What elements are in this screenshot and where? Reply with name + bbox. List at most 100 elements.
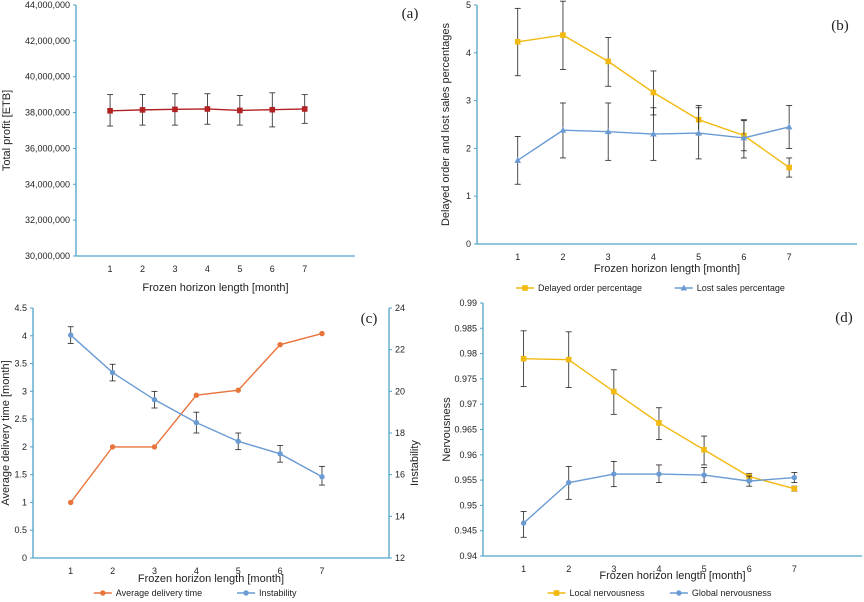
x-tick-label: 1 <box>108 264 113 274</box>
panel-label: (a) <box>402 6 419 22</box>
y-axis-label: Average delivery time [month] <box>0 360 12 505</box>
data-point-circle <box>611 471 617 477</box>
data-point-square <box>565 356 572 363</box>
data-point-square <box>139 107 146 113</box>
x-tick-label: 4 <box>651 252 656 262</box>
x-tick-label: 2 <box>140 264 145 274</box>
data-point-triangle <box>559 126 567 133</box>
data-point-square <box>553 590 560 596</box>
y-tick-label: 0.985 <box>454 323 477 333</box>
y-tick-label: 0.99 <box>459 298 477 308</box>
y-tick-label: 1 <box>22 497 27 507</box>
chart-panel-a: 30,000,000 32,000,000 34,000,000 36,000,000… <box>1 0 418 294</box>
y-tick-label: 4.5 <box>14 303 27 313</box>
y-right-tick-label: 16 <box>395 470 405 480</box>
data-point-triangle <box>650 130 657 137</box>
y-tick-label: 44,000,000 <box>25 0 70 10</box>
chart-panel-d: 0.94 0.945 0.95 0.955 0.96 0.965 0.97 0.975 0.98… <box>441 298 862 598</box>
x-axis-label: Frozen horizon length [month] <box>599 570 745 582</box>
legend-entry: Instability <box>237 588 297 598</box>
legend-entry: Lost sales percentage <box>674 283 785 293</box>
y-tick-label: 5 <box>466 0 471 10</box>
y-tick-label: 30,000,000 <box>25 251 70 261</box>
y-right-axis-label: Instability <box>409 440 421 486</box>
data-point-circle <box>67 332 74 338</box>
data-point-circle <box>277 451 283 457</box>
x-tick-label: 5 <box>696 252 701 262</box>
data-point-square <box>514 39 521 45</box>
data-point-square <box>269 106 276 113</box>
x-tick-label: 3 <box>172 264 177 274</box>
legend-label: Local nervousness <box>570 588 646 598</box>
y-axis-label: Nervousness <box>441 397 453 462</box>
x-tick-label: 6 <box>747 564 752 574</box>
y-tick-label: 4 <box>22 331 27 341</box>
y-tick-label: 32,000,000 <box>25 215 70 225</box>
y-tick-label: 0.95 <box>459 500 477 510</box>
y-tick-label: 2.5 <box>14 414 27 424</box>
data-point-square <box>791 485 798 492</box>
y-right-tick-label: 20 <box>395 386 405 396</box>
y-tick-label: 2 <box>22 442 27 452</box>
y-tick-label: 36,000,000 <box>25 143 70 153</box>
x-tick-label: 2 <box>560 252 565 262</box>
y-tick-label: 0.94 <box>459 551 477 561</box>
x-tick-label: 1 <box>68 566 73 576</box>
y-right-tick-label: 14 <box>395 511 405 521</box>
data-point-circle <box>193 392 200 398</box>
x-tick-label: 3 <box>611 564 616 574</box>
x-tick-label: 4 <box>205 264 210 274</box>
data-point-triangle <box>604 128 612 135</box>
y-tick-label: 34,000,000 <box>25 179 70 189</box>
data-point-circle <box>243 590 249 596</box>
y-tick-label: 3 <box>466 96 471 106</box>
y-axis-label: Delayed order and lost sales percentages <box>440 22 452 226</box>
data-point-circle <box>319 330 325 337</box>
x-tick-label: 5 <box>702 564 707 574</box>
y-tick-label: 0.955 <box>454 475 477 485</box>
x-tick-label: 5 <box>237 264 242 274</box>
y-right-tick-label: 12 <box>395 553 405 563</box>
x-tick-label: 5 <box>236 566 241 576</box>
legend-entry: Local nervousness <box>547 588 646 598</box>
x-tick-label: 7 <box>302 264 307 274</box>
y-tick-label: 0.5 <box>14 525 27 535</box>
x-tick-label: 7 <box>319 566 324 576</box>
y-tick-label: 4 <box>466 48 471 58</box>
data-point-triangle <box>680 284 688 291</box>
data-point-circle <box>67 499 74 506</box>
data-point-square <box>786 164 792 171</box>
y-right-tick-label: 22 <box>395 345 405 355</box>
y-tick-label: 2 <box>466 143 471 153</box>
y-tick-label: 0.97 <box>459 399 477 409</box>
y-right-tick-label: 18 <box>395 428 405 438</box>
x-axis-label: Frozen horizon length [month] <box>142 282 288 294</box>
panel-label: (d) <box>835 310 853 326</box>
x-tick-label: 1 <box>515 252 520 262</box>
data-point-circle <box>566 479 572 486</box>
x-tick-label: 2 <box>110 566 115 576</box>
x-tick-label: 1 <box>521 564 526 574</box>
data-point-circle <box>109 369 116 376</box>
data-point-triangle <box>695 129 702 136</box>
y-right-tick-label: 24 <box>395 303 405 313</box>
x-tick-label: 4 <box>194 566 199 576</box>
y-tick-label: 0.975 <box>454 374 477 384</box>
x-tick-label: 3 <box>606 252 611 262</box>
legend-entry: Delayed order percentage <box>516 283 642 293</box>
legend-label: Average delivery time <box>116 588 202 598</box>
y-tick-label: 3.5 <box>14 359 27 369</box>
data-point-square <box>522 285 528 291</box>
data-point-circle <box>520 520 527 526</box>
data-point-square <box>650 89 657 96</box>
data-point-square <box>520 355 527 362</box>
legend-label: Global nervousness <box>692 588 772 598</box>
x-tick-label: 3 <box>152 566 157 576</box>
panel-label: (c) <box>361 311 378 327</box>
data-point-triangle <box>785 123 793 130</box>
legend-label: Delayed order percentage <box>538 283 642 293</box>
y-tick-label: 1.5 <box>14 470 27 480</box>
data-point-circle <box>791 474 798 481</box>
y-tick-label: 0.96 <box>459 450 477 460</box>
